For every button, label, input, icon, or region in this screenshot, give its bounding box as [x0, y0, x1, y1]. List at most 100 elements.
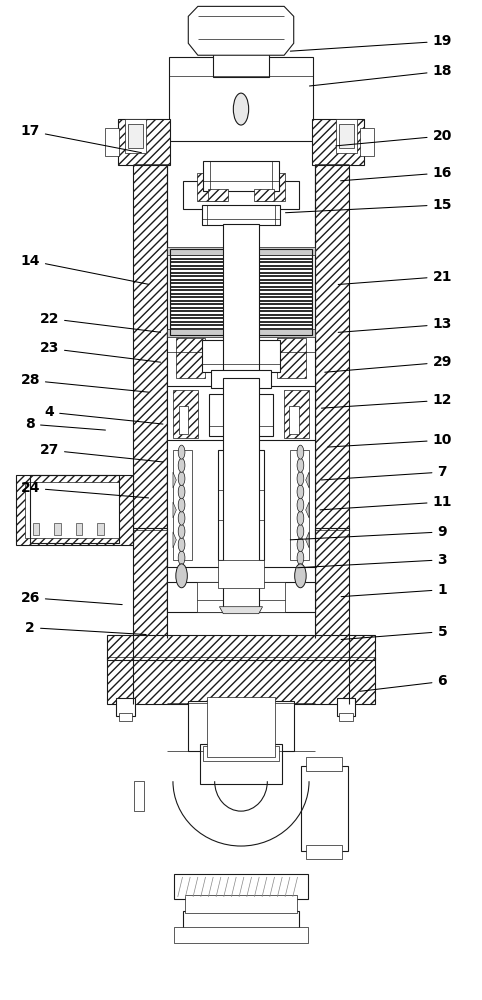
Text: 11: 11	[320, 495, 452, 510]
Bar	[207, 697, 275, 757]
Bar	[213, 53, 269, 77]
Text: 27: 27	[40, 443, 163, 462]
Bar	[315, 164, 349, 530]
Bar	[339, 124, 354, 148]
Text: 29: 29	[325, 355, 452, 372]
Bar	[119, 713, 132, 721]
Bar	[167, 528, 315, 638]
Text: 13: 13	[338, 317, 452, 332]
Text: 10: 10	[328, 433, 452, 447]
Bar	[167, 329, 315, 337]
Text: 24: 24	[20, 481, 148, 498]
Polygon shape	[173, 472, 176, 488]
Bar	[218, 560, 264, 588]
Text: 8: 8	[25, 417, 106, 431]
Bar	[336, 119, 357, 153]
Text: 18: 18	[309, 64, 452, 86]
Bar	[202, 161, 280, 191]
Bar	[218, 450, 264, 560]
Text: 7: 7	[321, 465, 447, 480]
Text: 15: 15	[285, 198, 452, 213]
Bar	[290, 450, 309, 560]
Circle shape	[178, 538, 185, 552]
Bar	[184, 911, 298, 929]
Text: 28: 28	[20, 373, 148, 392]
Bar	[169, 57, 313, 141]
Polygon shape	[173, 502, 176, 518]
Bar	[360, 128, 374, 156]
Circle shape	[178, 485, 185, 499]
Polygon shape	[188, 6, 294, 55]
Bar	[167, 582, 315, 612]
Bar	[208, 189, 228, 201]
Text: 2: 2	[25, 621, 146, 635]
Bar	[179, 406, 188, 434]
Text: 19: 19	[290, 34, 452, 51]
Circle shape	[178, 472, 185, 486]
Circle shape	[178, 458, 185, 472]
Polygon shape	[173, 532, 176, 548]
Circle shape	[297, 472, 304, 486]
Text: 4: 4	[44, 405, 163, 424]
Bar	[209, 394, 273, 436]
Text: 17: 17	[20, 124, 141, 153]
Circle shape	[297, 511, 304, 525]
Bar	[16, 475, 133, 545]
Text: 26: 26	[20, 591, 122, 605]
Bar	[107, 635, 375, 660]
Bar	[284, 390, 309, 438]
Bar	[185, 895, 297, 913]
Circle shape	[178, 524, 185, 538]
Bar	[201, 205, 281, 225]
Text: 16: 16	[341, 166, 452, 181]
Bar	[315, 528, 349, 638]
Circle shape	[178, 498, 185, 512]
Circle shape	[297, 458, 304, 472]
Circle shape	[178, 445, 185, 459]
Bar	[277, 338, 306, 378]
Bar	[54, 523, 61, 535]
Bar	[184, 181, 298, 209]
Bar	[97, 523, 104, 535]
Bar	[170, 249, 312, 335]
Bar	[312, 119, 364, 165]
Bar	[289, 406, 298, 434]
Bar	[133, 528, 167, 638]
Circle shape	[176, 564, 187, 588]
Text: 12: 12	[321, 393, 452, 408]
Bar	[118, 119, 170, 165]
Bar	[167, 567, 315, 585]
Bar	[339, 713, 353, 721]
Bar	[133, 164, 167, 530]
Circle shape	[297, 524, 304, 538]
Bar	[167, 438, 315, 570]
Text: 9: 9	[290, 525, 447, 540]
Bar	[30, 475, 119, 543]
Bar	[167, 247, 315, 255]
Bar	[173, 390, 198, 438]
Polygon shape	[219, 607, 263, 614]
Bar	[255, 173, 285, 201]
Bar	[26, 482, 119, 538]
Circle shape	[297, 538, 304, 552]
Bar	[167, 332, 315, 388]
Text: 3: 3	[297, 553, 447, 568]
Text: 22: 22	[40, 312, 161, 332]
Bar	[134, 781, 144, 811]
Bar	[105, 128, 119, 156]
Circle shape	[178, 511, 185, 525]
Bar	[125, 119, 146, 153]
Circle shape	[235, 564, 247, 588]
Polygon shape	[306, 472, 309, 488]
Bar	[301, 766, 348, 851]
Circle shape	[297, 498, 304, 512]
Bar	[306, 845, 342, 859]
Bar	[167, 386, 315, 440]
Circle shape	[297, 551, 304, 565]
Bar	[76, 523, 82, 535]
Bar	[223, 378, 259, 612]
Bar	[223, 224, 259, 383]
Bar	[116, 698, 134, 716]
Bar	[337, 698, 355, 716]
Bar	[170, 249, 312, 335]
